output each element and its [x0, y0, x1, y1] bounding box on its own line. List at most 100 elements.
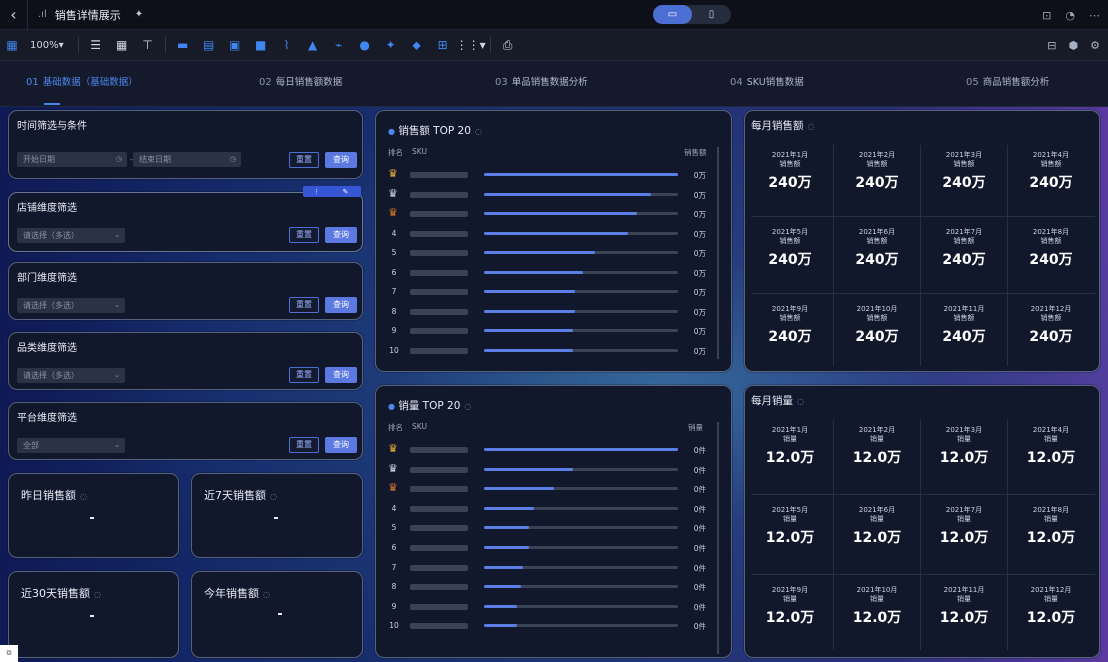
reset-button[interactable]: 重置 — [289, 367, 319, 383]
ranking-row[interactable]: 6 0万 — [386, 266, 712, 280]
star-icon[interactable]: ✦ — [134, 9, 144, 20]
monthly-title-text: 每月销售额 — [751, 120, 804, 132]
tab-step-05[interactable]: 05 商品销售额分析 — [966, 74, 1049, 88]
clock-icon: ◷ — [115, 155, 122, 163]
chevron-down-icon: ⌄ — [114, 441, 120, 449]
mobile-view-button[interactable]: ▯ — [692, 5, 731, 24]
card-icon[interactable]: ▣ — [228, 38, 241, 52]
info-icon[interactable]: ◌ — [263, 590, 270, 599]
ranking-row[interactable]: 7 0万 — [386, 285, 712, 299]
query-button[interactable]: 查询 — [325, 297, 357, 313]
rank-value: 0万 — [693, 346, 706, 356]
ranking-row[interactable]: 10 0件 — [386, 619, 712, 633]
ranking-row[interactable]: ♛ 0件 — [386, 481, 712, 496]
ranking-row[interactable]: 5 0件 — [386, 521, 712, 535]
ranking-row[interactable]: 5 0万 — [386, 246, 712, 260]
rank-number: 10 — [389, 621, 399, 631]
tab-step-04[interactable]: 04 SKU销售数据 — [730, 74, 804, 88]
ranking-row[interactable]: ♛ 0万 — [386, 187, 712, 202]
bar-chart-icon[interactable]: ▲ — [307, 38, 318, 52]
drag-handle-icon[interactable]: ⁝ — [315, 187, 318, 196]
date-start-input[interactable]: 开始日期 ◷ — [17, 152, 127, 167]
ranking-row[interactable]: 4 0万 — [386, 227, 712, 241]
copy-icon[interactable]: ⎙ — [502, 37, 513, 52]
ranking-row[interactable]: 6 0件 — [386, 541, 712, 555]
category-select[interactable]: 请选择（多选） ⌄ — [17, 368, 125, 383]
ranking-row[interactable]: 8 0万 — [386, 305, 712, 319]
cube-icon[interactable]: ⬢ — [1068, 39, 1079, 52]
reset-button[interactable]: 重置 — [289, 437, 319, 453]
month-cell: 2021年10月 销售额 240万 — [834, 295, 920, 367]
progress-fill — [484, 348, 573, 352]
month-label: 2021年7月 销量 — [945, 506, 983, 523]
grid-divider — [751, 494, 1095, 495]
tab-step-02[interactable]: 02 每日销售额数据 — [259, 74, 342, 88]
query-button[interactable]: 查询 — [325, 437, 357, 453]
ranking-row[interactable]: 10 0万 — [386, 344, 712, 358]
ranking-row[interactable]: 7 0件 — [386, 561, 712, 575]
settings-icon[interactable]: ⚙ — [1090, 39, 1100, 52]
tab-step-01[interactable]: 01 基础数据（基础数据） — [26, 74, 138, 88]
scatter-icon[interactable]: ✦ — [385, 38, 396, 52]
info-icon[interactable]: ◌ — [94, 590, 101, 599]
store-select[interactable]: 请选择（多选） ⌄ — [17, 228, 125, 243]
more-icon[interactable]: ⋯ — [1089, 8, 1100, 22]
combo-chart-icon[interactable]: ⌁ — [334, 38, 343, 52]
month-label: 2021年3月 销售额 — [945, 151, 983, 168]
more-components-icon[interactable]: ⋮⋮▾ — [455, 38, 486, 52]
month-label: 2021年6月 销量 — [858, 506, 896, 523]
col-sku: SKU — [412, 422, 427, 431]
ranking-row[interactable]: 9 0万 — [386, 324, 712, 338]
platform-select[interactable]: 全部 ⌄ — [17, 438, 125, 453]
scrollbar[interactable] — [717, 422, 719, 654]
info-icon[interactable]: ◌ — [464, 402, 472, 411]
grid-icon[interactable]: ▦ — [6, 38, 18, 52]
kpi-title: 昨日销售额 ◌ — [21, 487, 87, 503]
ranking-row[interactable]: ♛ 0万 — [386, 167, 712, 182]
ranking-row[interactable]: 4 0件 — [386, 502, 712, 516]
map-icon[interactable]: ⬥ — [412, 37, 421, 52]
department-select[interactable]: 请选择（多选） ⌄ — [17, 298, 125, 313]
line-chart-icon[interactable]: ⌇ — [283, 38, 290, 52]
corner-icon[interactable]: ⧉ — [0, 645, 18, 662]
pie-chart-icon[interactable]: ● — [359, 38, 370, 52]
history-icon[interactable]: ◔ — [1065, 8, 1075, 22]
crosstab-icon[interactable]: ▤ — [202, 38, 215, 52]
lock-icon[interactable]: ⊡ — [1042, 8, 1052, 22]
info-icon[interactable]: ◌ — [474, 127, 482, 136]
reset-button[interactable]: 重置 — [289, 227, 319, 243]
progress-track — [484, 506, 678, 510]
desktop-view-button[interactable]: ▭ — [653, 5, 692, 24]
table-icon[interactable]: ▬ — [176, 38, 189, 52]
query-button[interactable]: 查询 — [325, 367, 357, 383]
info-icon[interactable]: ◌ — [797, 397, 804, 406]
info-icon[interactable]: ◌ — [80, 492, 87, 501]
reset-button[interactable]: 重置 — [289, 297, 319, 313]
ranking-row[interactable]: 9 0件 — [386, 600, 712, 614]
back-icon[interactable]: ‹ — [0, 0, 28, 30]
query-button[interactable]: 查询 — [325, 227, 357, 243]
save-icon[interactable]: ▦ — [115, 38, 128, 52]
zoom-select[interactable]: 100%▾ — [30, 39, 64, 51]
ranking-row[interactable]: 8 0件 — [386, 580, 712, 594]
rank-value: 0件 — [693, 602, 706, 612]
component-edit-badge[interactable]: ⁝ ✎ — [303, 186, 361, 197]
query-button[interactable]: 查询 — [325, 152, 357, 168]
format-icon[interactable]: ☰ — [90, 38, 101, 52]
edit-icon[interactable]: ✎ — [342, 187, 349, 196]
sku-name-redacted — [410, 584, 468, 591]
text-icon[interactable]: ⊤ — [142, 38, 153, 52]
reset-button[interactable]: 重置 — [289, 152, 319, 168]
date-end-input[interactable]: 结束日期 ◷ — [133, 152, 241, 167]
theme-icon[interactable]: ⊟ — [1047, 39, 1057, 52]
scrollbar[interactable] — [717, 147, 719, 359]
info-icon[interactable]: ◌ — [807, 122, 815, 131]
ranking-row[interactable]: ♛ 0万 — [386, 206, 712, 221]
filter-component-icon[interactable]: ⊞ — [437, 38, 448, 52]
ranking-row[interactable]: ♛ 0件 — [386, 462, 712, 477]
info-icon[interactable]: ◌ — [270, 492, 277, 501]
ranking-row[interactable]: ♛ 0件 — [386, 442, 712, 457]
block-icon[interactable]: ■ — [254, 38, 267, 52]
tab-step-03[interactable]: 03 单品销售数据分析 — [495, 74, 588, 88]
filter-panel-platform: 平台维度筛选 全部 ⌄ 重置 查询 — [8, 402, 363, 460]
